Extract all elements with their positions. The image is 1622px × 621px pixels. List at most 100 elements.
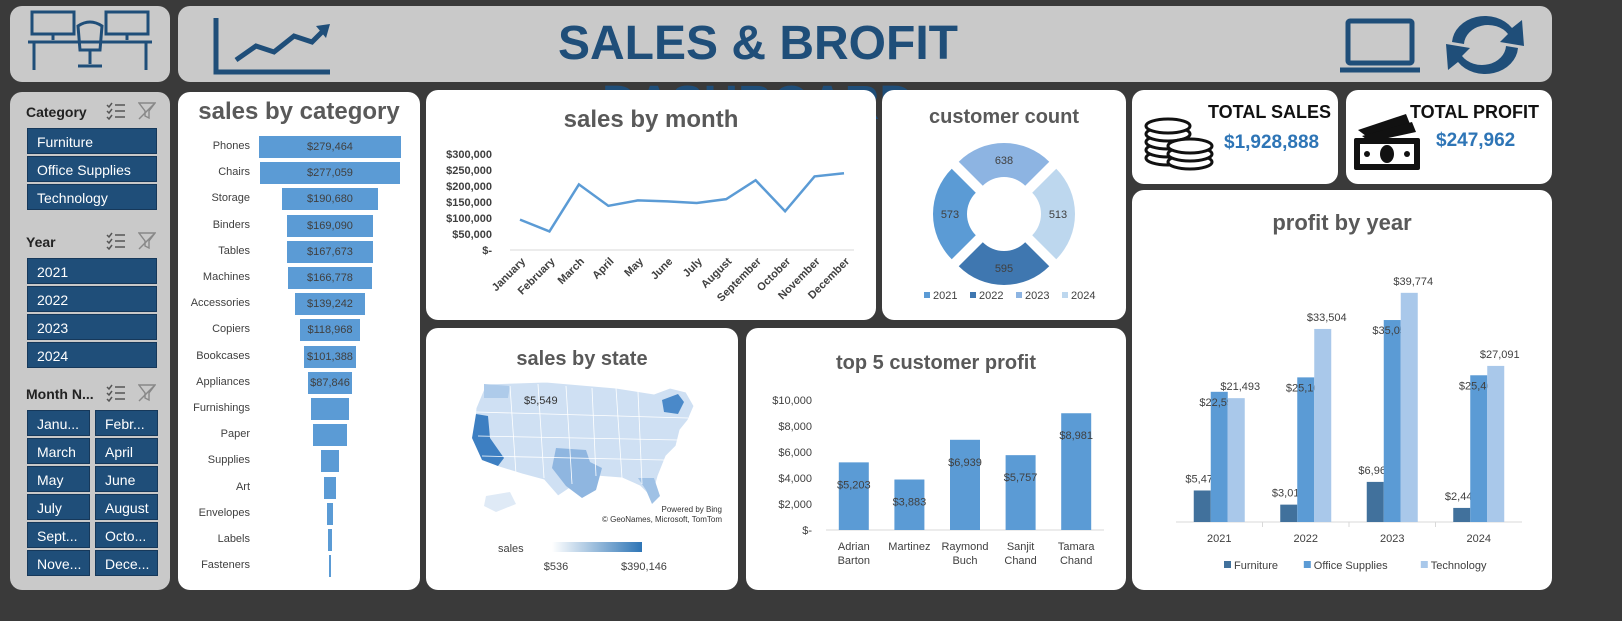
map-attribution-1: Powered by Bing <box>662 505 722 514</box>
total-sales-card: TOTAL SALES $1,928,888 <box>1132 90 1338 184</box>
slicer-item-february[interactable]: Febr... <box>95 410 158 436</box>
year-value-label: $39,774 <box>1393 276 1433 288</box>
top5-y-tick: $4,000 <box>778 473 812 485</box>
category-bar[interactable] <box>320 450 340 473</box>
category-bar[interactable] <box>259 162 401 185</box>
legend-swatch <box>1420 561 1428 568</box>
top5-value-label: $6,939 <box>948 457 982 469</box>
customer-count-label: 573 <box>941 209 959 221</box>
year-value-label: $27,091 <box>1480 349 1520 361</box>
slicer-item-technology[interactable]: Technology <box>27 184 157 210</box>
slicer-item-december[interactable]: Dece... <box>95 550 158 576</box>
florida-shape <box>638 478 660 504</box>
category-bar[interactable] <box>287 214 373 237</box>
category-label: Furnishings <box>193 402 250 414</box>
clear-filter-icon[interactable] <box>138 102 156 120</box>
category-value-label: $190,680 <box>307 193 353 206</box>
category-bar[interactable] <box>299 319 361 342</box>
washington-shape <box>484 384 510 398</box>
top5-customer-profit-chart: $- $2,000 $4,000 $6,000 $8,000 $10,000 $5,203 A… <box>772 395 1104 567</box>
slicer-item-january[interactable]: Janu... <box>27 410 90 436</box>
month-y-tick: $200,000 <box>446 181 492 193</box>
clear-filter-icon[interactable] <box>138 232 156 250</box>
category-bar[interactable] <box>327 529 333 551</box>
slicer-item-2023[interactable]: 2023 <box>27 314 157 340</box>
sales-by-month-panel: sales by month $- $50,000 $100,000 $150,000… <box>426 90 876 320</box>
top5-x-tick: Barton <box>838 555 870 567</box>
top5-x-tick: Sanjit <box>1007 541 1035 553</box>
slicer-item-october[interactable]: Octo... <box>95 522 158 548</box>
map-legend-min: $536 <box>544 561 568 573</box>
year-bar <box>1366 481 1384 522</box>
new-york-shape <box>662 394 684 414</box>
slicer-item-office-supplies[interactable]: Office Supplies <box>27 156 157 182</box>
category-label: Phones <box>212 140 250 152</box>
slicer-item-april[interactable]: April <box>95 438 158 464</box>
legend-label: Technology <box>1431 560 1487 572</box>
slicer-item-furniture[interactable]: Furniture <box>27 128 157 154</box>
month-y-tick: $250,000 <box>446 165 492 177</box>
top5-y-tick: $6,000 <box>778 447 812 459</box>
legend-label: Office Supplies <box>1314 560 1388 572</box>
state-annotation: $5,549 <box>524 395 558 407</box>
multi-select-icon[interactable] <box>106 102 126 120</box>
category-bar[interactable] <box>324 476 336 499</box>
slicer-item-september[interactable]: Sept... <box>27 522 90 548</box>
category-bar[interactable] <box>281 188 379 211</box>
category-bar[interactable] <box>307 371 353 394</box>
category-label: Binders <box>212 218 250 231</box>
category-label: Storage <box>211 192 250 205</box>
slicer-item-may[interactable]: May <box>27 466 90 492</box>
category-value-label: $169,090 <box>307 219 353 232</box>
refresh-icon[interactable] <box>1438 12 1532 78</box>
top5-x-tick: Raymond <box>941 541 988 553</box>
category-bar[interactable] <box>259 136 401 158</box>
texas-shape <box>552 448 602 498</box>
category-bar[interactable] <box>313 424 347 447</box>
category-bar[interactable] <box>294 293 366 316</box>
slicer-item-november[interactable]: Nove... <box>27 550 90 576</box>
multi-select-icon[interactable] <box>106 232 126 250</box>
month-x-tick: March <box>556 255 588 287</box>
year-bar <box>1227 398 1245 522</box>
line-trend-icon <box>213 18 330 75</box>
category-bar[interactable] <box>310 398 350 420</box>
top5-x-tick: Tamara <box>1058 541 1096 553</box>
california-shape <box>472 414 504 466</box>
top5-value-label: $5,203 <box>837 479 871 491</box>
category-label: Machines <box>202 271 250 283</box>
customer-count-label: 513 <box>1049 209 1067 221</box>
month-y-tick: $50,000 <box>452 229 492 241</box>
month-y-tick: $- <box>482 245 492 257</box>
category-bar[interactable] <box>326 502 334 525</box>
year-x-tick: 2022 <box>1294 533 1318 545</box>
slicer-item-june[interactable]: June <box>95 466 158 492</box>
category-bar[interactable] <box>287 240 373 263</box>
category-bar[interactable] <box>329 555 331 578</box>
slicer-item-2024[interactable]: 2024 <box>27 342 157 368</box>
slicer-item-2022[interactable]: 2022 <box>27 286 157 312</box>
slicer-item-2021[interactable]: 2021 <box>27 258 157 284</box>
slicer-item-august[interactable]: August <box>95 494 158 520</box>
year-bar <box>1453 507 1471 522</box>
category-slicer-title: Category <box>26 104 87 120</box>
top5-x-tick: Martinez <box>888 541 930 553</box>
clear-filter-icon[interactable] <box>138 384 156 402</box>
year-bar <box>1470 375 1488 522</box>
legend-label: 2021 <box>933 290 957 302</box>
profit-by-year-panel: profit by year $5,470 $22,594 $21,493 2021 $… <box>1132 190 1552 590</box>
month-y-tick: $300,000 <box>446 149 492 161</box>
us-map[interactable]: $5,549 Powered by Bing © GeoNames, Micro… <box>426 328 738 590</box>
top5-x-tick: Buch <box>952 555 977 567</box>
category-bar[interactable] <box>287 267 373 289</box>
multi-select-icon[interactable] <box>106 384 126 402</box>
slicer-item-july[interactable]: July <box>27 494 90 520</box>
month-x-tick: May <box>622 255 646 279</box>
total-profit-label: TOTAL PROFIT <box>1410 102 1539 122</box>
slicer-item-march[interactable]: March <box>27 438 90 464</box>
sales-by-category-title: sales by category <box>198 98 400 125</box>
month-x-tick: June <box>649 256 676 283</box>
profit-by-year-chart: $5,470$22,594$21,4932021$3,015$25,100$33… <box>1176 276 1522 572</box>
legend-label: 2023 <box>1025 290 1049 302</box>
category-bar[interactable] <box>304 345 356 368</box>
